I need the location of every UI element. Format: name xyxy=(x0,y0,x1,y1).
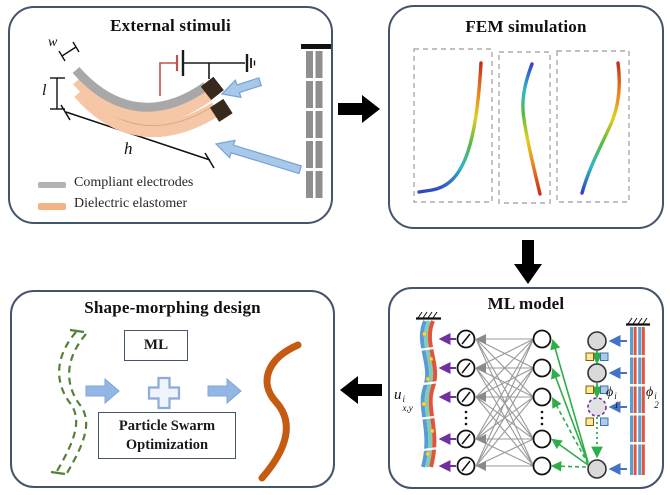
phi1-sub: 1 xyxy=(614,400,619,411)
fem-deformed-shape-2 xyxy=(521,62,542,196)
panel-external-stimuli: External stimuli xyxy=(8,6,333,224)
fixed-support-right-icon xyxy=(626,317,650,326)
fem-deformed-shape-1 xyxy=(417,61,483,194)
dimension-l-marks xyxy=(50,77,65,110)
latent-node-dashed xyxy=(587,397,607,417)
flow-arrow-down-icon xyxy=(514,240,542,284)
legend-swatch-compliant-electrodes xyxy=(38,182,66,188)
green-propagation-arrows xyxy=(550,339,589,472)
voltage-circuit xyxy=(159,50,256,96)
panel-title-ml-model: ML model xyxy=(487,294,565,313)
upper-end-cap xyxy=(200,76,224,101)
input-node-column xyxy=(587,331,607,479)
hidden-node-column xyxy=(532,329,552,476)
ml-box-label: ML xyxy=(143,337,169,353)
ml-box: ML xyxy=(124,330,188,361)
segmented-electrode-bar xyxy=(301,44,331,198)
elastomer-lower-limb xyxy=(74,86,220,137)
nn-connection-arrowheads xyxy=(476,334,486,471)
dimension-w-marks xyxy=(58,41,80,62)
circuit-red-wire xyxy=(159,62,176,96)
compliant-electrode-layer xyxy=(72,67,209,112)
panel-fem-simulation: FEM simulation xyxy=(388,5,664,229)
stimulus-arrow-upper xyxy=(220,77,263,99)
design-flow-arrow-1 xyxy=(85,377,120,405)
input-feature-chain xyxy=(585,331,609,479)
voltage-input-arrows xyxy=(608,335,627,475)
hidden-column-ellipsis xyxy=(540,410,544,426)
u-sup: i xyxy=(402,394,406,404)
output-displacement-label: u i x,y xyxy=(394,387,413,414)
plus-icon xyxy=(147,376,181,410)
phi2-base: ϕ xyxy=(646,385,654,400)
activation-column-ellipsis xyxy=(464,410,468,426)
phi2-sub: 2 xyxy=(654,400,659,411)
shape-morphing-drawing xyxy=(50,328,302,482)
stimulus-arrow-lower xyxy=(214,139,303,175)
u-base: u xyxy=(394,387,402,403)
legend-swatch-dielectric-elastomer xyxy=(38,203,66,210)
dim-label-h: h xyxy=(124,139,133,158)
lower-end-cap xyxy=(209,98,233,122)
fem-dashed-box-1 xyxy=(413,48,493,203)
nn-connections xyxy=(475,338,535,467)
elastomer-upper-limb xyxy=(73,75,212,124)
flow-arrow-right-icon xyxy=(338,95,380,123)
phi1-sup: i xyxy=(614,391,617,401)
panel-title-external-stimuli: External stimuli xyxy=(110,16,231,35)
strip-charge-dots xyxy=(421,331,435,457)
fem-dashed-box-3 xyxy=(556,50,630,203)
ground-symbol xyxy=(245,54,256,72)
pso-box: Particle Swarm Optimization xyxy=(98,412,236,459)
phi1-base: ϕ xyxy=(606,385,614,400)
target-shape-dashed xyxy=(50,328,88,476)
feature-squares xyxy=(585,352,609,426)
fem-deformed-shape-3 xyxy=(580,61,621,195)
ml-model-drawing xyxy=(416,311,650,479)
voltage-electrode-bar xyxy=(626,317,650,475)
dimension-h-marks xyxy=(60,104,215,169)
dielectric-actuator-beam xyxy=(72,67,233,137)
designed-shape-orange xyxy=(258,341,302,482)
legend-label-dielectric-elastomer: Dielectric elastomer xyxy=(74,196,188,211)
phi2-sup: i xyxy=(654,391,657,401)
fem-dashed-box-2 xyxy=(498,51,551,204)
fixed-support-left-icon xyxy=(416,311,441,320)
dim-label-w: w xyxy=(48,35,58,50)
fem-simulation-drawing xyxy=(413,48,630,204)
panel-title-fem-simulation: FEM simulation xyxy=(465,17,587,36)
design-flow-arrow-2 xyxy=(207,377,242,405)
pso-box-line2: Optimization xyxy=(125,436,209,453)
output-arrows-purple xyxy=(438,333,456,472)
deformed-actuator-strip xyxy=(416,311,441,468)
panel-shape-morphing: Shape-morphing design ML Particle Swarm … xyxy=(10,290,335,488)
legend-label-compliant-electrodes: Compliant electrodes xyxy=(74,175,194,190)
pso-box-line1: Particle Swarm xyxy=(118,417,216,434)
panel-title-shape-morphing: Shape-morphing design xyxy=(84,298,261,317)
external-stimuli-drawing xyxy=(50,41,331,198)
dim-label-l: l xyxy=(42,82,47,99)
activation-node-column xyxy=(456,329,476,476)
flow-arrow-left-icon xyxy=(340,376,382,404)
strip-segment-dividers xyxy=(417,346,440,452)
panel-ml-model: ML model xyxy=(388,287,664,489)
u-sub: x,y xyxy=(402,403,413,414)
